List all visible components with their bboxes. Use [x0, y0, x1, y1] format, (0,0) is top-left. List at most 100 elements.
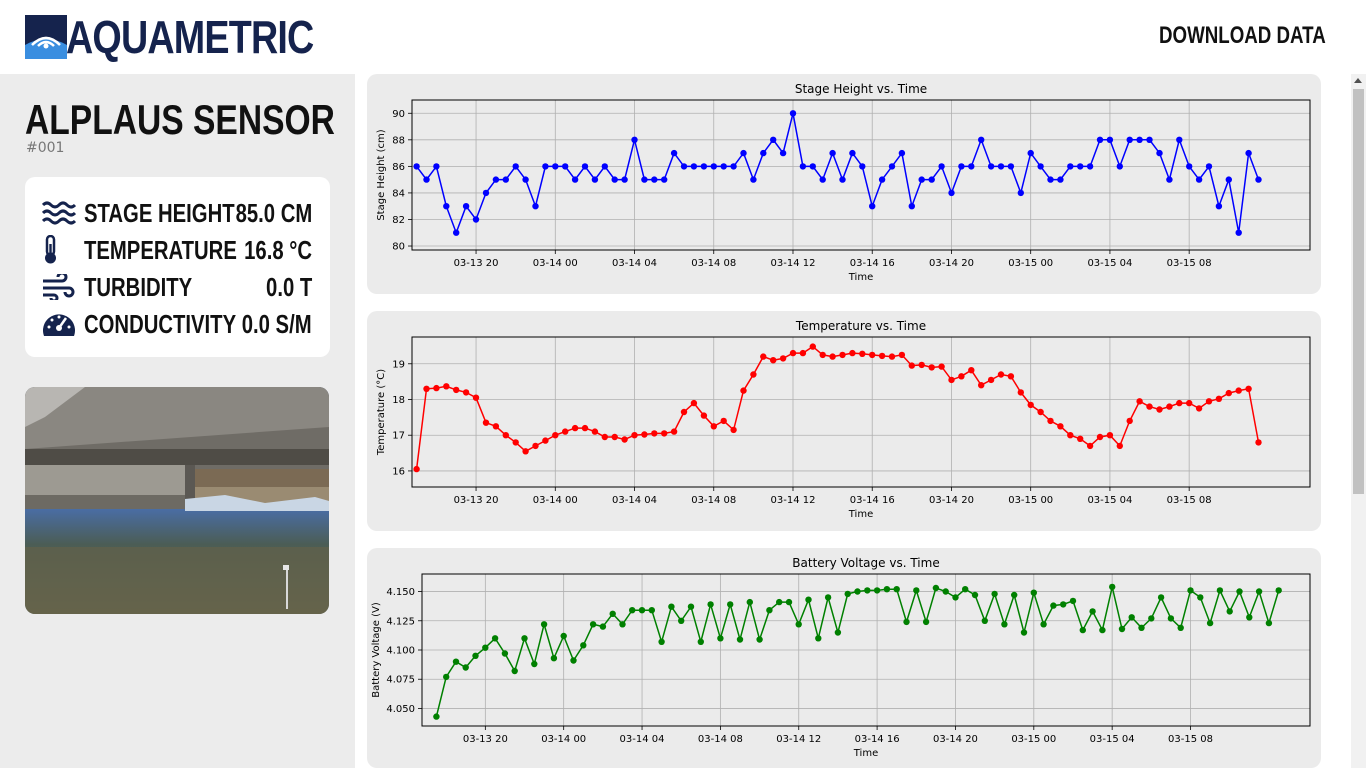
reading-value: 0.0 S/M [242, 308, 312, 339]
data-point [1118, 625, 1126, 633]
brand-logo[interactable]: AQUAMETRIC [25, 14, 368, 60]
x-tick-label: 03-14 12 [776, 734, 821, 745]
data-point [453, 229, 460, 236]
data-point [1205, 398, 1213, 405]
data-point [1186, 399, 1193, 407]
data-point [482, 189, 490, 197]
data-point [591, 428, 599, 435]
data-point [908, 203, 915, 210]
data-point [1177, 624, 1184, 631]
x-tick-label: 03-13 20 [454, 258, 499, 269]
data-point [978, 382, 985, 389]
x-axis-label: Time [853, 748, 878, 759]
y-tick-label: 80 [392, 242, 405, 253]
data-point [938, 163, 945, 170]
data-point [700, 163, 708, 170]
data-point [981, 617, 988, 624]
data-point [443, 203, 450, 210]
data-point [1037, 163, 1044, 170]
data-point [898, 149, 906, 157]
data-point [1136, 136, 1143, 143]
data-point [819, 351, 826, 359]
data-point [779, 355, 787, 362]
x-tick-label: 03-15 04 [1087, 258, 1132, 269]
data-point [805, 596, 812, 603]
data-point [1030, 589, 1037, 596]
x-tick-label: 03-14 20 [929, 495, 974, 506]
chart-title: Stage Height vs. Time [795, 82, 927, 96]
temperature-chart: 03-13 20 03-14 00 03-14 04 03-14 08 03-14 12… [376, 319, 1311, 520]
y-tick-label: 82 [392, 215, 405, 226]
data-point [1167, 615, 1175, 622]
data-point [1245, 385, 1252, 392]
x-tick-label: 03-15 08 [1167, 258, 1212, 269]
y-tick-label: 90 [392, 109, 405, 120]
data-point [1166, 403, 1173, 410]
data-point [1037, 408, 1044, 416]
data-point [1079, 626, 1086, 634]
plot-area [412, 100, 1310, 250]
data-point [1215, 203, 1223, 210]
x-tick-label: 03-15 00 [1008, 258, 1053, 269]
vertical-scrollbar[interactable] [1351, 74, 1366, 768]
x-tick-label: 03-14 20 [933, 734, 978, 745]
data-point [472, 652, 479, 659]
data-point [601, 433, 608, 441]
data-point [952, 594, 959, 601]
data-point [844, 590, 851, 598]
data-point [750, 176, 757, 183]
waves-icon [42, 199, 78, 227]
data-point [720, 163, 727, 170]
data-point [631, 136, 638, 143]
data-point [1096, 136, 1104, 143]
data-point [511, 667, 518, 675]
data-point [903, 618, 910, 626]
data-point [1195, 176, 1203, 183]
y-tick-label: 4.100 [386, 646, 415, 657]
data-point [492, 423, 500, 430]
data-point [571, 176, 579, 183]
data-point [621, 436, 628, 443]
data-point [532, 203, 539, 210]
data-point [730, 426, 737, 434]
download-data-link[interactable]: DOWNLOAD DATA [1159, 22, 1326, 49]
data-point [898, 351, 906, 359]
data-point [462, 664, 469, 671]
x-tick-label: 03-14 04 [612, 258, 657, 269]
data-point [609, 610, 616, 617]
readings-card: STAGE HEIGHT 85.0 CM TEMPERATURE 16.8 °C [25, 177, 330, 357]
data-point [888, 163, 896, 170]
data-point [678, 617, 685, 624]
data-point [1166, 176, 1173, 183]
data-point [1176, 136, 1183, 143]
data-point [492, 176, 500, 183]
data-point [433, 384, 440, 392]
data-point [859, 163, 866, 170]
data-point [482, 419, 490, 426]
data-point [611, 433, 618, 441]
scroll-up-arrow-icon[interactable] [1354, 78, 1362, 83]
data-point [913, 587, 920, 594]
data-point [878, 352, 886, 360]
x-tick-label: 03-14 08 [698, 734, 743, 745]
x-tick-label: 03-14 00 [533, 495, 578, 506]
x-tick-label: 03-15 04 [1090, 734, 1135, 745]
data-point [829, 149, 836, 157]
data-point [873, 587, 881, 594]
reading-temperature: TEMPERATURE 16.8 °C [42, 234, 312, 266]
data-point [641, 431, 648, 438]
data-point [532, 442, 539, 450]
scrollbar-thumb[interactable] [1353, 89, 1364, 494]
data-point [1235, 229, 1242, 236]
data-point [978, 136, 985, 143]
data-point [670, 149, 678, 157]
data-point [1020, 629, 1028, 636]
data-point [472, 216, 480, 223]
x-tick-label: 03-13 20 [463, 734, 508, 745]
data-point [740, 387, 747, 394]
data-point [1077, 435, 1084, 442]
data-point [1116, 163, 1123, 170]
data-point [570, 657, 577, 664]
x-tick-label: 03-15 04 [1087, 495, 1132, 506]
y-tick-label: 86 [392, 162, 405, 173]
